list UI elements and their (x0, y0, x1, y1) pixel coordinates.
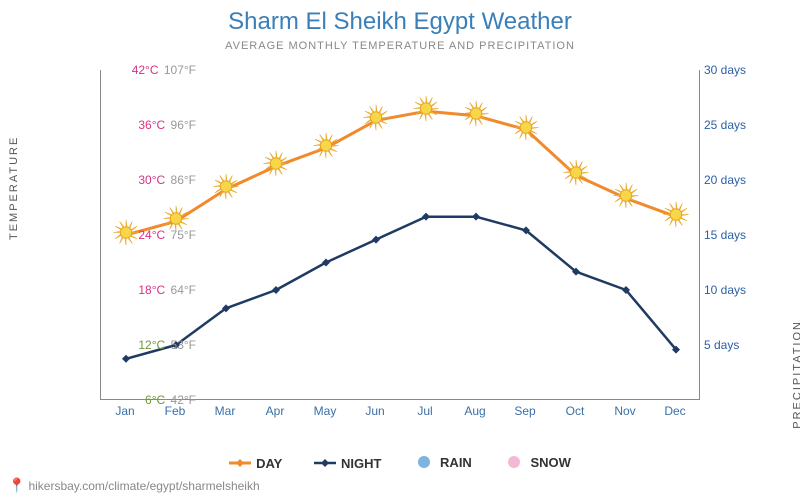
x-tick: Mar (215, 404, 236, 418)
y-left-tick: 18°C 64°F (116, 283, 196, 297)
x-tick: May (314, 404, 337, 418)
sun-marker-icon (563, 160, 589, 191)
legend-snow-swatch (503, 455, 525, 469)
sun-marker-icon (213, 174, 239, 205)
legend-night-swatch (314, 457, 336, 469)
chart-container: TEMPERATURE PRECIPITATION 42°C 107°F 36°C… (0, 60, 800, 440)
x-tick: Jul (417, 404, 432, 418)
sun-marker-icon (513, 114, 539, 145)
y-right-tick: 25 days (704, 118, 746, 132)
x-tick: Oct (566, 404, 585, 418)
legend-snow-label: SNOW (530, 455, 570, 470)
x-tick: Jun (365, 404, 384, 418)
page-title: Sharm El Sheikh Egypt Weather (0, 0, 800, 36)
x-tick: Jan (115, 404, 134, 418)
y-right-tick: 15 days (704, 228, 746, 242)
y-left-tick: 30°C 86°F (116, 173, 196, 187)
legend-day-swatch (229, 457, 251, 469)
x-tick: Nov (614, 404, 635, 418)
x-tick: Feb (165, 404, 186, 418)
y-right-tick: 5 days (704, 338, 739, 352)
legend-rain-label: RAIN (440, 455, 472, 470)
sun-marker-icon (463, 100, 489, 131)
attribution: 📍 hikersbay.com/climate/egypt/sharmelshe… (8, 477, 260, 494)
legend-day-label: DAY (256, 456, 282, 471)
y-right-tick: 10 days (704, 283, 746, 297)
legend: DAY NIGHT RAIN SNOW (0, 455, 800, 473)
y-left-tick: 24°C 75°F (116, 228, 196, 242)
y-right-tick: 20 days (704, 173, 746, 187)
pin-icon: 📍 (8, 477, 25, 494)
sun-marker-icon (413, 96, 439, 127)
legend-night-label: NIGHT (341, 456, 381, 471)
y-left-tick: 42°C 107°F (116, 63, 196, 77)
sun-marker-icon (663, 201, 689, 232)
x-tick: Dec (664, 404, 685, 418)
attribution-text: hikersbay.com/climate/egypt/sharmelsheik… (28, 479, 259, 493)
page-subtitle: AVERAGE MONTHLY TEMPERATURE AND PRECIPIT… (0, 36, 800, 52)
x-tick: Sep (514, 404, 535, 418)
y-right-tick: 30 days (704, 63, 746, 77)
x-tick: Apr (266, 404, 285, 418)
x-tick: Aug (464, 404, 485, 418)
legend-day: DAY (229, 456, 282, 471)
legend-night: NIGHT (314, 456, 381, 471)
sun-marker-icon (363, 105, 389, 136)
legend-snow: SNOW (503, 455, 570, 470)
sun-marker-icon (263, 151, 289, 182)
y-left-axis-label: TEMPERATURE (8, 136, 20, 240)
sun-marker-icon (613, 183, 639, 214)
y-left-tick: 12°C 53°F (116, 338, 196, 352)
y-right-axis-label: PRECIPITATION (792, 320, 800, 429)
sun-marker-icon (313, 132, 339, 163)
legend-rain-swatch (413, 455, 435, 469)
y-left-tick: 36°C 96°F (116, 118, 196, 132)
legend-rain: RAIN (413, 455, 472, 470)
